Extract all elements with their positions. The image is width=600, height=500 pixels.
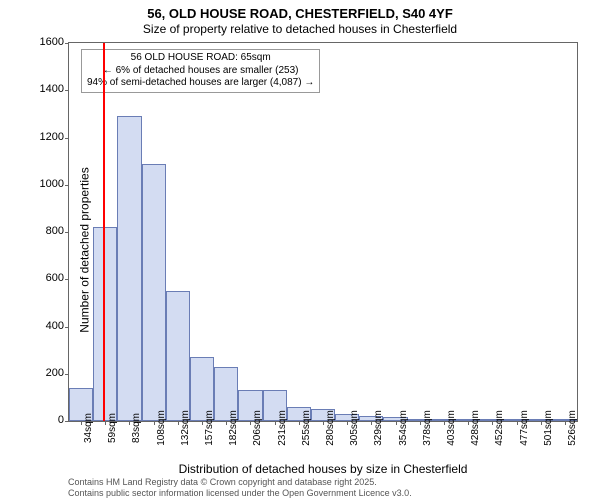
- x-tick: [178, 421, 179, 425]
- x-tick-label: 403sqm: [446, 410, 457, 446]
- y-tick-label: 1400: [34, 83, 64, 95]
- y-tick: [65, 90, 69, 91]
- y-tick-label: 600: [34, 272, 64, 284]
- x-tick: [420, 421, 421, 425]
- x-tick-label: 354sqm: [398, 410, 409, 446]
- y-tick: [65, 421, 69, 422]
- y-tick: [65, 232, 69, 233]
- footer-line2: Contains public sector information licen…: [68, 488, 412, 498]
- annotation-line1: 56 OLD HOUSE ROAD: 65sqm: [87, 52, 314, 65]
- y-tick: [65, 138, 69, 139]
- plot-area: 56 OLD HOUSE ROAD: 65sqm ← 6% of detache…: [68, 42, 578, 422]
- y-tick: [65, 279, 69, 280]
- x-tick: [444, 421, 445, 425]
- x-tick-label: 231sqm: [277, 410, 288, 446]
- x-tick: [299, 421, 300, 425]
- x-tick: [468, 421, 469, 425]
- x-tick-label: 378sqm: [422, 410, 433, 446]
- y-tick-label: 1200: [34, 131, 64, 143]
- footer-line1: Contains HM Land Registry data © Crown c…: [68, 477, 412, 487]
- y-tick-label: 800: [34, 225, 64, 237]
- y-tick: [65, 374, 69, 375]
- x-tick-label: 280sqm: [325, 410, 336, 446]
- y-tick: [65, 43, 69, 44]
- x-tick-label: 34sqm: [83, 413, 94, 443]
- x-tick: [541, 421, 542, 425]
- x-tick-label: 452sqm: [494, 410, 505, 446]
- y-tick: [65, 185, 69, 186]
- y-tick-label: 1600: [34, 36, 64, 48]
- annotation-box: 56 OLD HOUSE ROAD: 65sqm ← 6% of detache…: [81, 49, 320, 93]
- y-tick-label: 0: [34, 414, 64, 426]
- x-axis-label: Distribution of detached houses by size …: [68, 462, 578, 476]
- x-tick: [517, 421, 518, 425]
- y-tick-label: 1000: [34, 178, 64, 190]
- y-tick-label: 200: [34, 367, 64, 379]
- x-tick-label: 108sqm: [156, 410, 167, 446]
- footer-attribution: Contains HM Land Registry data © Crown c…: [68, 477, 412, 498]
- x-tick: [81, 421, 82, 425]
- x-tick-label: 59sqm: [107, 413, 118, 443]
- x-tick-label: 182sqm: [228, 410, 239, 446]
- x-tick: [396, 421, 397, 425]
- histogram-bar: [93, 227, 117, 421]
- histogram-bar: [142, 164, 166, 422]
- x-tick: [154, 421, 155, 425]
- annotation-line3: 94% of semi-detached houses are larger (…: [87, 77, 314, 90]
- x-tick-label: 255sqm: [301, 410, 312, 446]
- x-tick-label: 83sqm: [131, 413, 142, 443]
- x-tick: [565, 421, 566, 425]
- x-tick: [323, 421, 324, 425]
- histogram-bar: [166, 291, 190, 421]
- chart-container: 56, OLD HOUSE ROAD, CHESTERFIELD, S40 4Y…: [0, 0, 600, 500]
- x-tick: [275, 421, 276, 425]
- annotation-line2: ← 6% of detached houses are smaller (253…: [87, 65, 314, 78]
- x-tick-label: 501sqm: [543, 410, 554, 446]
- x-tick: [202, 421, 203, 425]
- x-tick-label: 132sqm: [180, 410, 191, 446]
- y-tick-label: 400: [34, 320, 64, 332]
- x-tick-label: 477sqm: [519, 410, 530, 446]
- chart-subtitle: Size of property relative to detached ho…: [0, 22, 600, 36]
- x-tick-label: 526sqm: [567, 410, 578, 446]
- chart-title: 56, OLD HOUSE ROAD, CHESTERFIELD, S40 4Y…: [0, 6, 600, 21]
- x-tick-label: 305sqm: [349, 410, 360, 446]
- y-tick: [65, 327, 69, 328]
- x-tick-label: 329sqm: [373, 410, 384, 446]
- histogram-bar: [117, 116, 141, 421]
- x-tick-label: 206sqm: [252, 410, 263, 446]
- x-tick-label: 428sqm: [470, 410, 481, 446]
- x-tick-label: 157sqm: [204, 410, 215, 446]
- reference-line: [103, 43, 105, 421]
